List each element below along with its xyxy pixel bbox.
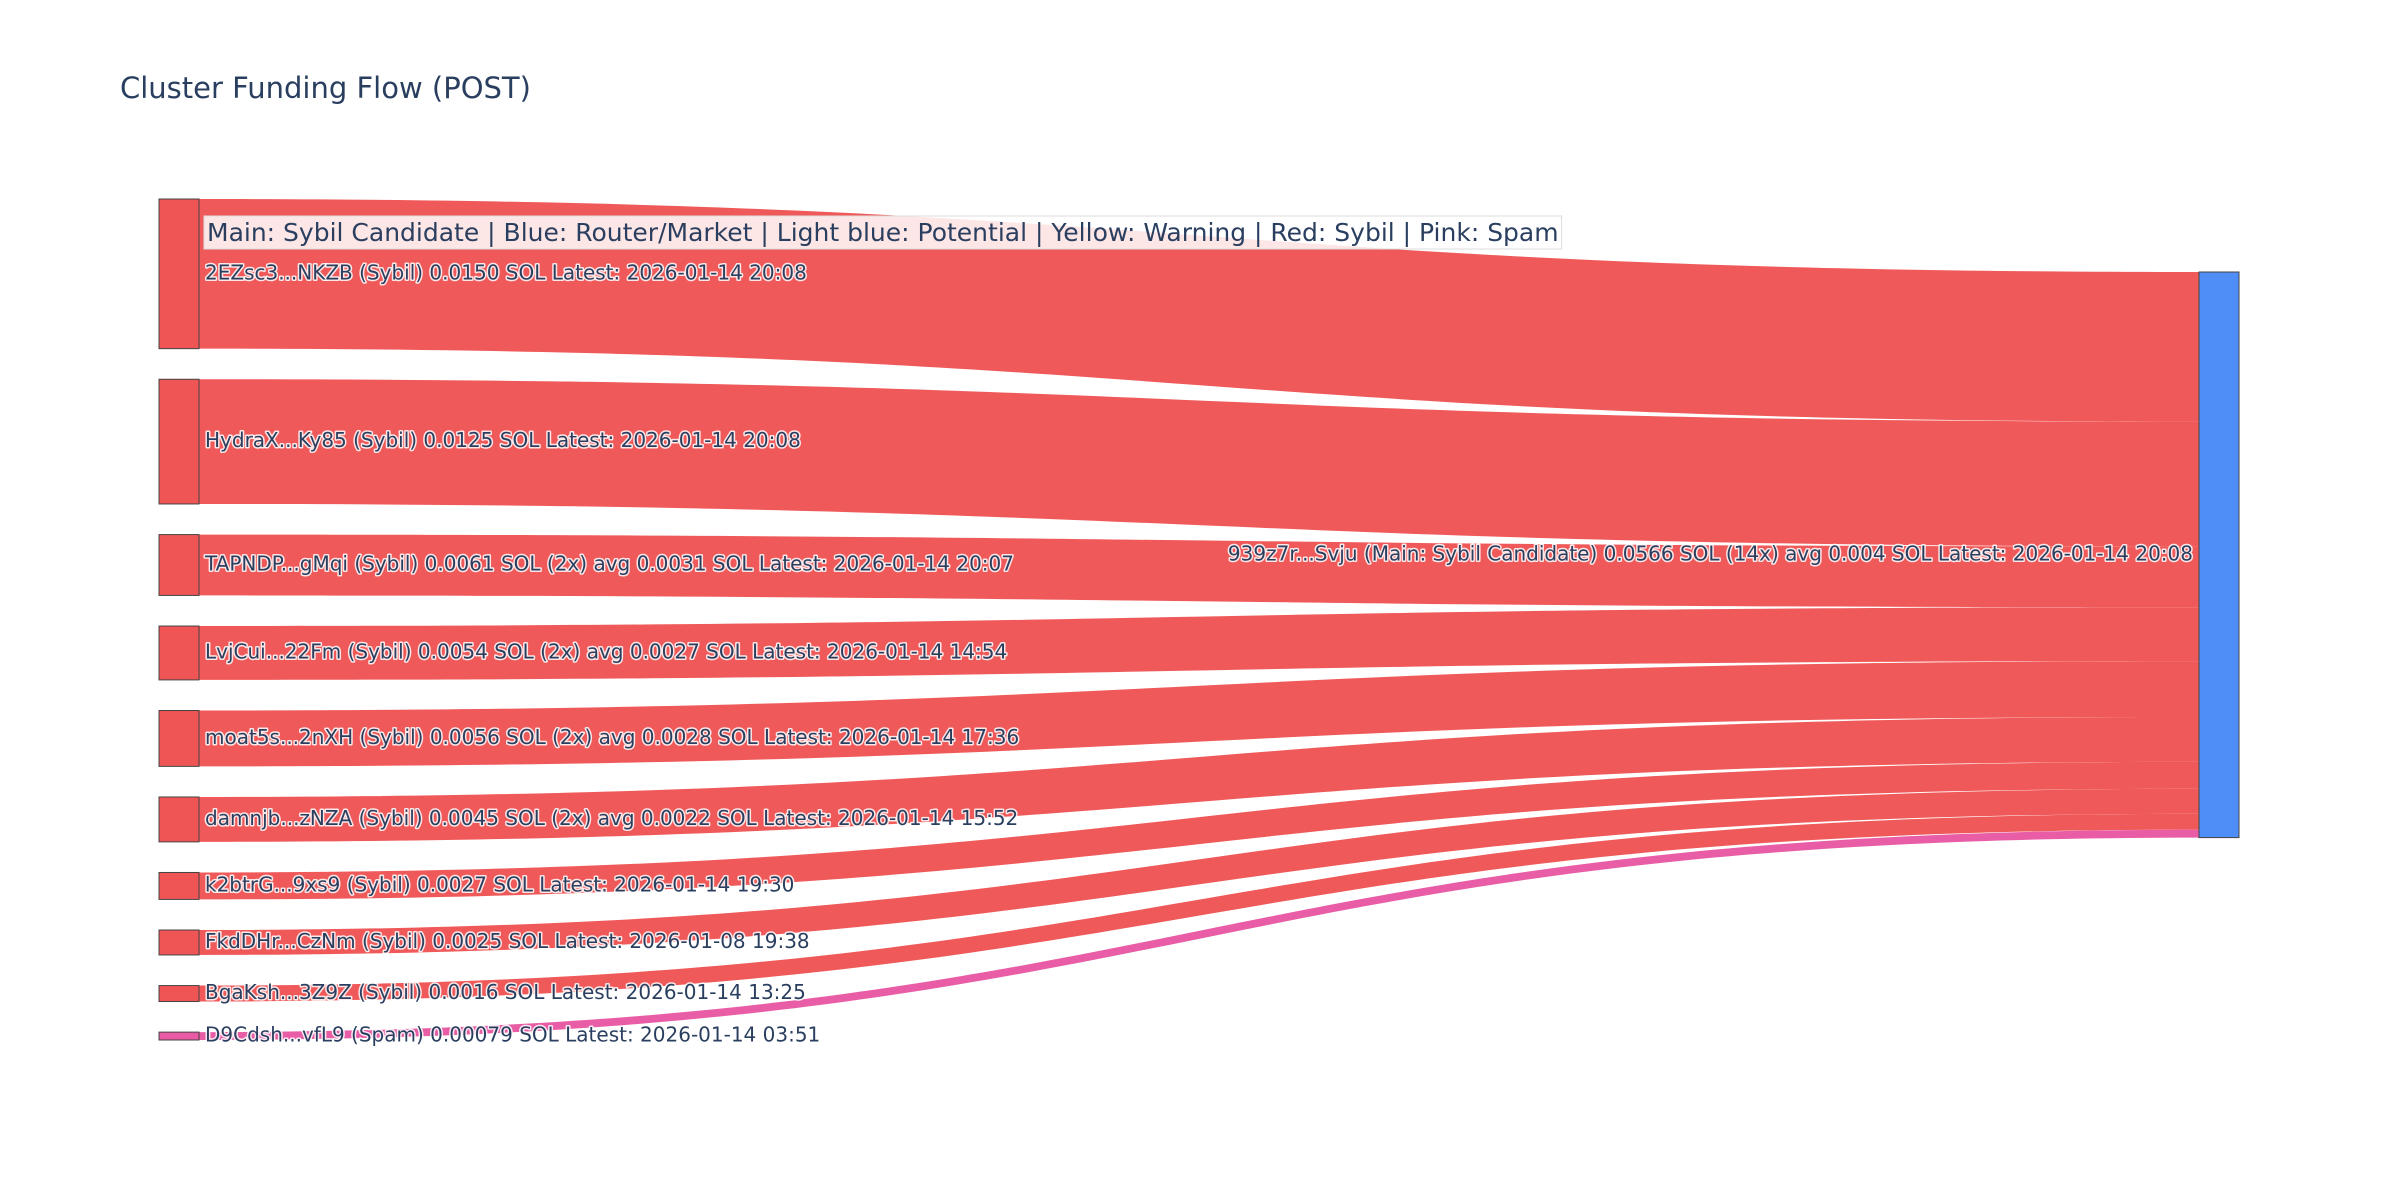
node-label: D9Cdsh...vfL9 (Spam) 0.00079 SOL Latest:… [205, 1023, 820, 1047]
annotation-box [203, 215, 1563, 250]
link [199, 829, 2199, 1040]
node [158, 1031, 200, 1041]
node-label: HydraX...Ky85 (Sybil) 0.0125 SOL Latest:… [205, 428, 801, 452]
node [158, 198, 200, 350]
node [158, 871, 200, 900]
node [158, 985, 200, 1003]
link [199, 788, 2199, 955]
node [158, 796, 200, 843]
link [199, 534, 2199, 608]
node-label: 939z7r...Svju (Main: Sybil Candidate) 0.… [1228, 541, 2193, 565]
node-label: 2EZsc3...NKZB (Sybil) 0.0150 SOL Latest:… [205, 260, 807, 284]
link [199, 379, 2199, 547]
node [158, 534, 200, 596]
node [2198, 271, 2240, 839]
node [158, 929, 200, 956]
node-label: BgaKsh...3Z9Z (Sybil) 0.0016 SOL Latest:… [205, 980, 806, 1004]
link [199, 761, 2199, 900]
link [199, 661, 2199, 767]
link [199, 813, 2199, 1002]
node-label: TAPNDP...gMqi (Sybil) 0.0061 SOL (2x) av… [204, 551, 1014, 575]
node-label: moat5s...2nXH (Sybil) 0.0056 SOL (2x) av… [205, 725, 1019, 749]
node-label: FkdDHr...CzNm (Sybil) 0.0025 SOL Latest:… [205, 929, 810, 953]
link [199, 716, 2199, 842]
link [199, 607, 2199, 680]
chart-title: Cluster Funding Flow (POST) [120, 71, 531, 105]
node-label: k2btrG...9xs9 (Sybil) 0.0027 SOL Latest:… [205, 872, 794, 896]
annotation: Main: Sybil Candidate | Blue: Router/Mar… [207, 218, 1559, 247]
link [199, 199, 2199, 422]
node [158, 378, 200, 505]
node [158, 625, 200, 681]
node [158, 710, 200, 767]
node-label: damnjb...zNZA (Sybil) 0.0045 SOL (2x) av… [205, 806, 1018, 830]
node-label: LvjCui...22Fm (Sybil) 0.0054 SOL (2x) av… [205, 639, 1007, 663]
